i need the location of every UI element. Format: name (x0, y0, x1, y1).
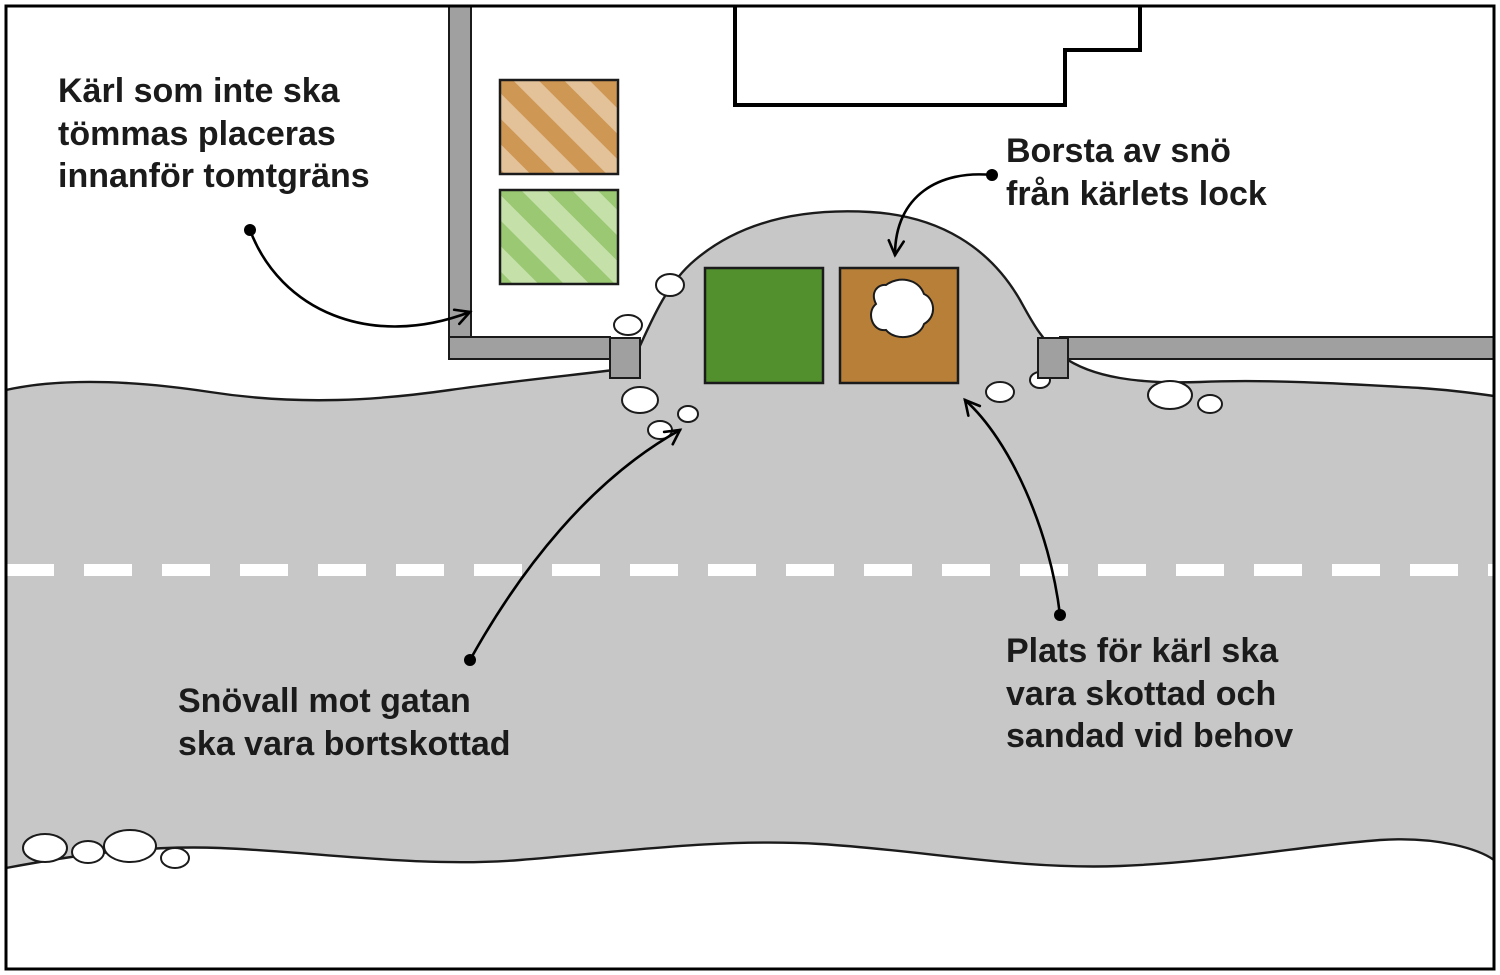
arrow-top_left (250, 230, 470, 326)
road-dash (240, 564, 288, 576)
snow-pebble (656, 274, 684, 296)
snow-pebble (678, 406, 698, 422)
road-dash (1020, 564, 1068, 576)
road-dash (942, 564, 990, 576)
road-dash (318, 564, 366, 576)
wall-left-vertical (449, 6, 471, 359)
label-top-left: Kärl som inte ska tömmas placeras innanf… (58, 70, 370, 198)
bin-inside-green (500, 190, 618, 284)
diagram-stage: Kärl som inte ska tömmas placeras innanf… (0, 0, 1500, 975)
label-bottom-right: Plats för kärl ska vara skottad och sand… (1006, 630, 1293, 758)
wall-left-horizontal (449, 337, 610, 359)
road-dash (1410, 564, 1458, 576)
building-outline (735, 6, 1140, 105)
snow-pebble (986, 382, 1014, 402)
road-dash (1254, 564, 1302, 576)
label-top-right: Borsta av snö från kärlets lock (1006, 130, 1267, 215)
road-dash (1332, 564, 1380, 576)
snow-pebble (614, 315, 642, 335)
snow-pebble (104, 830, 156, 862)
road-dash (474, 564, 522, 576)
road-dash (396, 564, 444, 576)
snow-pebble (161, 848, 189, 868)
road-dash (708, 564, 756, 576)
road-dash (864, 564, 912, 576)
snow-pebble (23, 834, 67, 862)
bin-inside-brown (500, 80, 618, 174)
road-dash (630, 564, 678, 576)
road-dash (6, 564, 54, 576)
road-dash (84, 564, 132, 576)
road-dash (1176, 564, 1224, 576)
road-dash (552, 564, 600, 576)
snow-pebble (1148, 381, 1192, 409)
road-dash (1098, 564, 1146, 576)
snow-pebble (622, 387, 658, 413)
snow-pebble (72, 841, 104, 863)
road-dash (162, 564, 210, 576)
wall-left-cap (610, 338, 640, 378)
snow-pebble (1198, 395, 1222, 413)
label-bottom-left: Snövall mot gatan ska vara bortskottad (178, 680, 511, 765)
wall-right (1060, 337, 1494, 359)
bin-outside-green (705, 268, 823, 383)
wall-right-cap (1038, 338, 1068, 378)
road-dash (786, 564, 834, 576)
